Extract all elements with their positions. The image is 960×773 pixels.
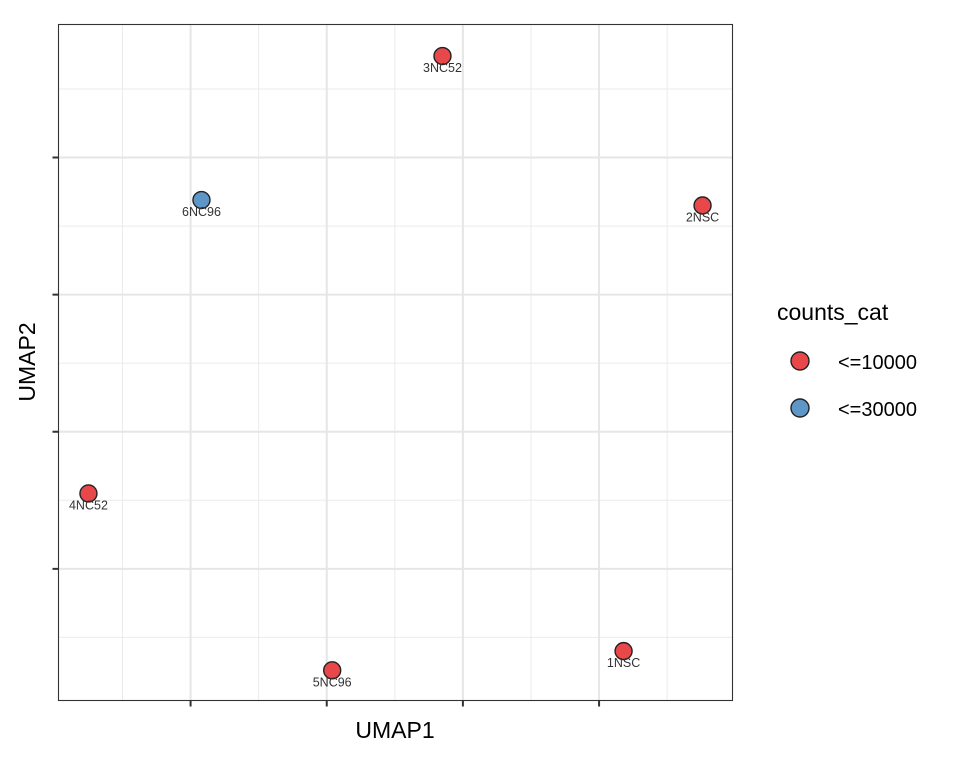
point-label: 1NSC	[607, 656, 640, 670]
data-point	[433, 46, 452, 66]
data-point	[322, 661, 342, 680]
legend-title: counts_cat	[777, 299, 889, 325]
data-point	[693, 196, 712, 215]
y-axis-label: UMAP2	[14, 322, 40, 401]
legend-key	[790, 398, 810, 418]
point-label: 4NC52	[69, 498, 108, 512]
point-label: 6NC96	[182, 205, 221, 219]
legend-label: <=30000	[838, 399, 917, 421]
point-label: 2NSC	[686, 210, 719, 224]
panel-border	[57, 23, 734, 702]
data-point	[79, 484, 98, 503]
axis-ticks	[52, 156, 601, 707]
data-point	[614, 641, 633, 661]
points: 3NC52 6NC96 2NSC 4NC52 5NC96 1NSC	[69, 46, 719, 689]
data-point	[192, 190, 211, 210]
grid	[58, 24, 733, 701]
legend-key	[790, 351, 810, 371]
legend-label: <=10000	[838, 352, 917, 374]
point-label: 5NC96	[313, 675, 352, 689]
legend: counts_cat <=10000 <=30000	[777, 299, 917, 421]
point-label: 3NC52	[423, 61, 462, 75]
x-axis-label: UMAP1	[355, 717, 434, 743]
